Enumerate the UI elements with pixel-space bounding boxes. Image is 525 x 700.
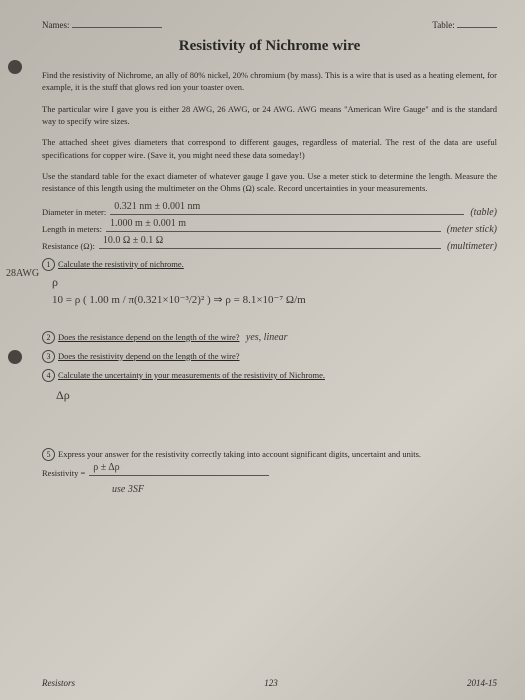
- length-row: Length in meters: 1.000 m ± 0.001 m (met…: [42, 221, 497, 235]
- margin-gauge-hw: 28AWG: [6, 268, 39, 279]
- resistivity-row: Resistivity = ρ ± Δρ: [42, 465, 497, 478]
- resistivity-label: Resistivity =: [42, 468, 85, 478]
- header-row: Names: Table:: [42, 18, 497, 30]
- footer-left: Resistors: [42, 678, 75, 688]
- names-label: Names:: [42, 20, 70, 30]
- length-label: Length in meters:: [42, 224, 102, 234]
- diameter-row: Diameter in meter: 0.321 nm ± 0.001 nm (…: [42, 204, 497, 218]
- resistivity-line: ρ ± Δρ: [89, 465, 269, 476]
- resistance-line: 10.0 Ω ± 0.1 Ω: [99, 238, 441, 249]
- footer: Resistors 123 2014-15: [42, 678, 497, 688]
- question-3: 3Does the resistivity depend on the leng…: [42, 350, 497, 363]
- q5-hw2: use 3SF: [112, 484, 497, 495]
- q5-number: 5: [42, 448, 55, 461]
- resistance-hw: 10.0 Ω ± 0.1 Ω: [103, 235, 163, 246]
- diameter-label: Diameter in meter:: [42, 207, 106, 217]
- names-blank: [72, 18, 162, 28]
- q2-number: 2: [42, 331, 55, 344]
- footer-right: 2014-15: [467, 678, 497, 688]
- paragraph: The particular wire I gave you is either…: [42, 103, 497, 128]
- length-note: (meter stick): [447, 224, 497, 235]
- q5-hw: ρ ± Δρ: [93, 462, 119, 473]
- paragraph: Use the standard table for the exact dia…: [42, 170, 497, 195]
- length-line: 1.000 m ± 0.001 m: [106, 221, 441, 232]
- q1-number: 1: [42, 258, 55, 271]
- q5-text: Express your answer for the resistivity …: [58, 449, 421, 459]
- worksheet-page: Names: Table: Resistivity of Nichrome wi…: [0, 0, 525, 700]
- diameter-hw: 0.321 nm ± 0.001 nm: [114, 201, 200, 212]
- table-blank: [457, 18, 497, 28]
- length-hw: 1.000 m ± 0.001 m: [110, 218, 186, 229]
- paragraph: The attached sheet gives diameters that …: [42, 136, 497, 161]
- diameter-line: 0.321 nm ± 0.001 nm: [110, 204, 464, 215]
- q1-work-rho: ρ: [52, 275, 58, 290]
- q1-text: Calculate the resistivity of nichrome.: [58, 259, 184, 269]
- table-label: Table:: [432, 20, 454, 30]
- diameter-note: (table): [470, 207, 497, 218]
- footer-center: 123: [264, 678, 278, 688]
- q4-hw: Δρ: [56, 388, 70, 403]
- q3-text: Does the resistivity depend on the lengt…: [58, 351, 240, 361]
- q2-text: Does the resistance depend on the length…: [58, 332, 240, 342]
- q4-number: 4: [42, 369, 55, 382]
- resistance-label: Resistance (Ω):: [42, 241, 95, 251]
- resistance-note: (multimeter): [447, 241, 497, 252]
- q1-work-eqn: 10 = ρ ( 1.00 m / π(0.321×10⁻³/2)² ) ⇒ ρ…: [52, 293, 306, 306]
- q1-work-area: ρ 10 = ρ ( 1.00 m / π(0.321×10⁻³/2)² ) ⇒…: [42, 275, 497, 323]
- q3-number: 3: [42, 350, 55, 363]
- q4-text: Calculate the uncertainty in your measur…: [58, 370, 325, 380]
- q2-hw: yes, linear: [246, 332, 288, 343]
- question-1: 1Calculate the resistivity of nichrome.: [42, 258, 497, 271]
- page-title: Resistivity of Nichrome wire: [42, 38, 497, 55]
- question-4: 4Calculate the uncertainty in your measu…: [42, 369, 497, 382]
- question-2: 2Does the resistance depend on the lengt…: [42, 331, 497, 344]
- question-5: 5Express your answer for the resistivity…: [42, 448, 497, 461]
- resistance-row: Resistance (Ω): 10.0 Ω ± 0.1 Ω (multimet…: [42, 238, 497, 252]
- paragraph: Find the resistivity of Nichrome, an all…: [42, 69, 497, 94]
- q4-work-area: Δρ: [42, 386, 497, 440]
